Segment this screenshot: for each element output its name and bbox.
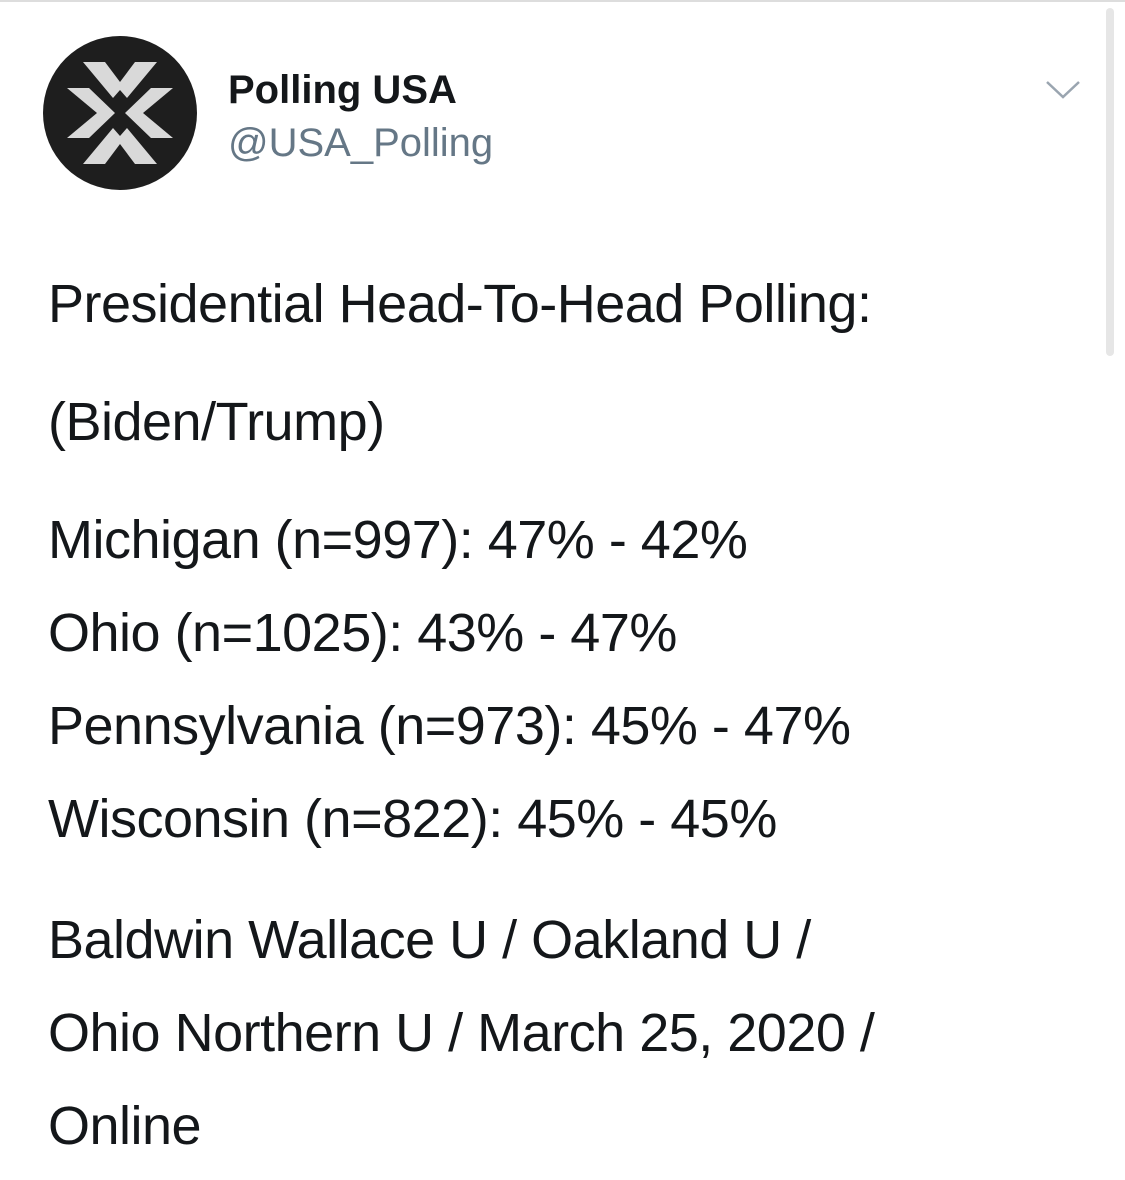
menu-chevron[interactable] <box>1044 78 1082 102</box>
result-line: Wisconsin (n=822): 45% - 45% <box>48 789 777 849</box>
tweet-heading: Presidential Head-To-Head Polling: <box>48 274 872 334</box>
tweet-subheading: (Biden/Trump) <box>48 392 385 452</box>
result-line: Ohio (n=1025): 43% - 47% <box>48 603 677 663</box>
author-name[interactable]: Polling USA <box>228 68 457 112</box>
author-handle[interactable]: @USA_Polling <box>228 121 494 165</box>
result-line: Pennsylvania (n=973): 45% - 47% <box>48 696 851 756</box>
scrollbar <box>1106 8 1114 356</box>
source-line: Ohio Northern U / March 25, 2020 / <box>48 1003 875 1063</box>
result-line: Michigan (n=997): 47% - 42% <box>48 510 748 570</box>
source-line: Online <box>48 1096 202 1156</box>
avatar[interactable] <box>43 36 197 190</box>
top-border <box>0 0 1125 2</box>
source-line: Baldwin Wallace U / Oakland U / <box>48 910 811 970</box>
